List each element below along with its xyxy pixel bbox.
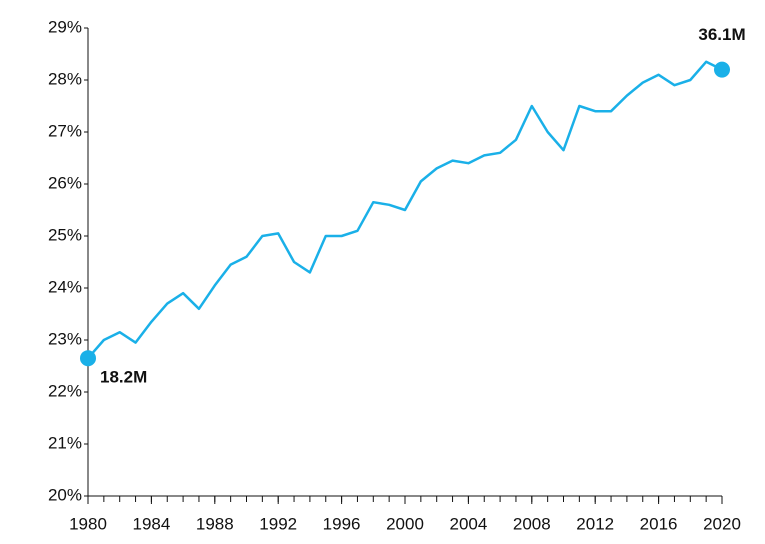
- x-tick-label: 1980: [69, 514, 107, 533]
- x-tick-label: 1992: [259, 514, 297, 533]
- y-tick-label: 24%: [48, 277, 82, 296]
- y-tick-label: 22%: [48, 381, 82, 400]
- x-tick-label: 2016: [640, 514, 678, 533]
- x-tick-label: 2012: [576, 514, 614, 533]
- y-tick-label: 29%: [48, 17, 82, 36]
- x-tick-label: 2020: [703, 514, 741, 533]
- y-tick-label: 23%: [48, 329, 82, 348]
- x-tick-label: 1988: [196, 514, 234, 533]
- y-tick-label: 21%: [48, 433, 82, 452]
- annotation: 18.2M: [100, 368, 147, 387]
- endpoint-marker: [80, 350, 96, 367]
- x-tick-label: 2008: [513, 514, 551, 533]
- x-tick-label: 2000: [386, 514, 424, 533]
- y-tick-label: 25%: [48, 225, 82, 244]
- y-tick-label: 28%: [48, 69, 82, 88]
- x-tick-label: 1984: [132, 514, 170, 533]
- y-tick-label: 20%: [48, 485, 82, 504]
- line: [87, 60, 723, 360]
- annotation: 36.1M: [698, 25, 745, 44]
- x-tick-label: 2004: [449, 514, 487, 533]
- y-tick-label: 27%: [48, 121, 82, 140]
- y-tick-label: 26%: [48, 173, 82, 192]
- endpoint-marker: [714, 61, 730, 78]
- x-tick-label: 1996: [323, 514, 361, 533]
